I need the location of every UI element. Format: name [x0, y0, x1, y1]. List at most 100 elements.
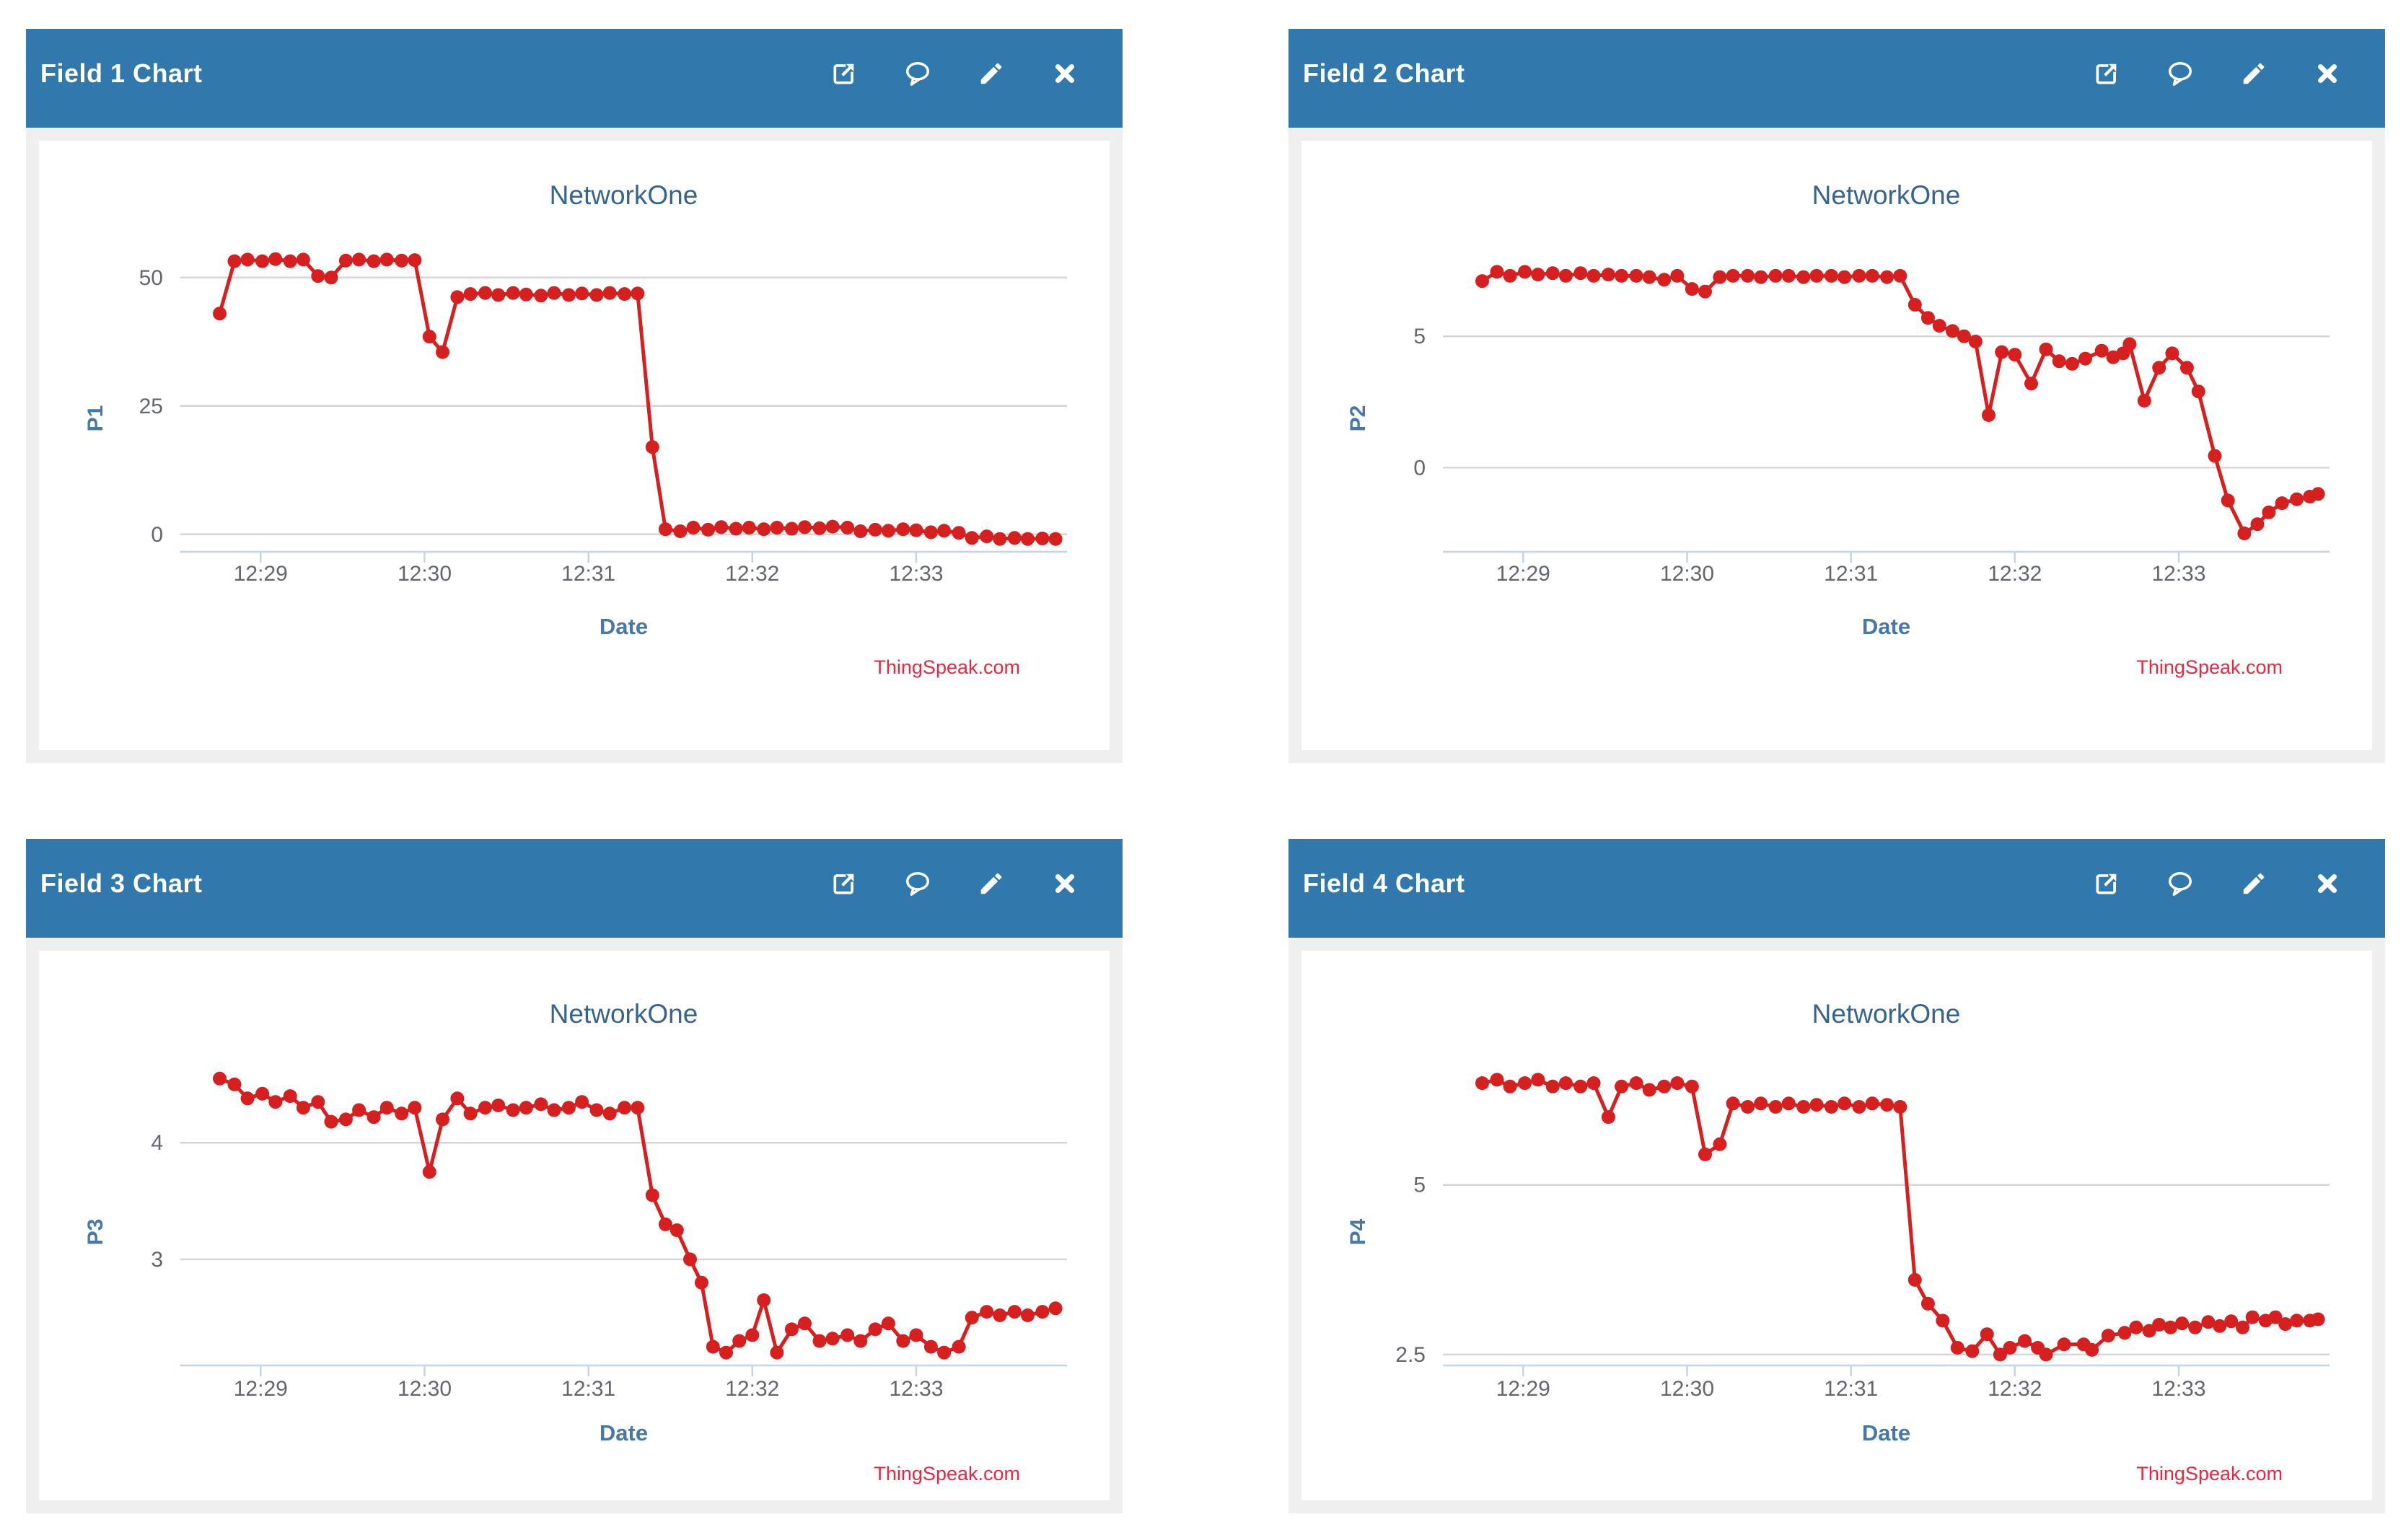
data-point[interactable]	[1558, 268, 1573, 283]
data-point[interactable]	[742, 521, 756, 534]
data-point[interactable]	[909, 523, 923, 537]
data-point[interactable]	[240, 252, 255, 267]
data-point[interactable]	[719, 1345, 733, 1360]
data-point[interactable]	[589, 288, 604, 302]
data-point[interactable]	[2152, 361, 2166, 375]
data-point[interactable]	[1021, 1308, 1035, 1322]
comment-icon[interactable]	[903, 59, 932, 88]
data-point[interactable]	[1754, 1096, 1768, 1111]
data-point[interactable]	[965, 531, 979, 545]
data-point[interactable]	[478, 1101, 492, 1115]
data-point[interactable]	[1768, 268, 1783, 283]
data-point[interactable]	[1670, 268, 1685, 283]
edit-icon[interactable]	[977, 59, 1006, 88]
data-point[interactable]	[1781, 1096, 1796, 1111]
data-point[interactable]	[1880, 1098, 1894, 1112]
data-point[interactable]	[2221, 493, 2235, 508]
data-point[interactable]	[2085, 1342, 2099, 1357]
data-point[interactable]	[491, 1099, 506, 1112]
data-point[interactable]	[436, 1112, 449, 1127]
data-point[interactable]	[1615, 1079, 1629, 1094]
data-point[interactable]	[1518, 265, 1532, 279]
data-point[interactable]	[2268, 1310, 2283, 1324]
data-point[interactable]	[645, 1188, 659, 1202]
data-point[interactable]	[2175, 1316, 2189, 1331]
data-point[interactable]	[2101, 1329, 2115, 1343]
data-point[interactable]	[1907, 298, 1922, 312]
data-point[interactable]	[757, 522, 771, 537]
data-point[interactable]	[311, 1095, 325, 1109]
data-point[interactable]	[2024, 377, 2038, 391]
data-point[interactable]	[729, 522, 743, 536]
data-point[interactable]	[686, 521, 701, 534]
data-point[interactable]	[1920, 311, 1935, 325]
field1-line-chart[interactable]: NetworkOne 0 25 50 12:29 12:30 12:31 12:32 12:33…	[39, 141, 1110, 750]
data-point[interactable]	[1741, 1100, 1755, 1114]
data-point[interactable]	[2188, 1320, 2203, 1334]
data-point[interactable]	[2236, 1320, 2250, 1334]
field2-line-chart[interactable]: NetworkOne 0 5 12:29 12:30 12:31 12:32 12:33 P2 D…	[1301, 141, 2372, 750]
data-point[interactable]	[1518, 1076, 1532, 1091]
data-point[interactable]	[645, 440, 659, 454]
data-point[interactable]	[825, 1332, 840, 1346]
data-point[interactable]	[1573, 1079, 1588, 1094]
data-point[interactable]	[732, 1334, 747, 1348]
data-point[interactable]	[694, 1275, 708, 1290]
data-point[interactable]	[2039, 1347, 2053, 1362]
data-point[interactable]	[896, 522, 910, 537]
data-point[interactable]	[602, 286, 617, 300]
data-point[interactable]	[896, 1334, 910, 1348]
data-point[interactable]	[534, 1097, 548, 1112]
data-point[interactable]	[1809, 268, 1824, 283]
data-point[interactable]	[1920, 1296, 1935, 1311]
data-point[interactable]	[547, 286, 561, 300]
data-point[interactable]	[1968, 335, 1983, 348]
data-point[interactable]	[631, 286, 645, 301]
data-point[interactable]	[840, 521, 855, 534]
data-point[interactable]	[1965, 1344, 1980, 1358]
data-point[interactable]	[1838, 1096, 1852, 1111]
data-point[interactable]	[255, 1086, 270, 1101]
data-point[interactable]	[1982, 408, 1996, 422]
close-icon[interactable]	[1050, 869, 1079, 898]
data-point[interactable]	[1629, 268, 1643, 283]
data-point[interactable]	[1741, 268, 1755, 283]
data-point[interactable]	[422, 330, 436, 344]
data-point[interactable]	[1601, 268, 1615, 282]
data-point[interactable]	[1503, 1079, 1517, 1094]
data-point[interactable]	[1490, 265, 1504, 279]
data-point[interactable]	[2213, 1319, 2227, 1333]
data-point[interactable]	[1657, 273, 1672, 287]
comment-icon[interactable]	[2166, 869, 2195, 898]
data-point[interactable]	[1838, 270, 1852, 284]
data-point[interactable]	[1007, 1305, 1022, 1319]
data-point[interactable]	[1573, 266, 1588, 281]
data-point[interactable]	[2311, 1312, 2325, 1326]
data-point[interactable]	[463, 287, 478, 302]
data-point[interactable]	[868, 1322, 882, 1337]
data-point[interactable]	[1726, 268, 1740, 283]
edit-icon[interactable]	[2239, 59, 2268, 88]
data-point[interactable]	[1642, 1083, 1656, 1097]
data-point[interactable]	[2129, 1320, 2143, 1334]
thingspeak-credits-link[interactable]: ThingSpeak.com	[2136, 1463, 2283, 1484]
data-point[interactable]	[1852, 268, 1866, 283]
data-point[interactable]	[575, 1095, 589, 1109]
data-point[interactable]	[213, 1071, 227, 1086]
data-point[interactable]	[840, 1328, 855, 1342]
close-icon[interactable]	[2313, 59, 2342, 88]
data-point[interactable]	[825, 519, 840, 534]
data-point[interactable]	[366, 254, 381, 268]
data-point[interactable]	[1475, 274, 1489, 289]
data-point[interactable]	[324, 1114, 338, 1129]
data-point[interactable]	[1586, 1076, 1601, 1091]
data-point[interactable]	[1980, 1327, 1994, 1342]
close-icon[interactable]	[1050, 59, 1079, 88]
data-point[interactable]	[1932, 319, 1946, 333]
data-point[interactable]	[2224, 1314, 2239, 1329]
data-point[interactable]	[2078, 351, 2092, 366]
data-point[interactable]	[422, 1165, 436, 1179]
data-point[interactable]	[1893, 268, 1907, 283]
data-point[interactable]	[296, 252, 310, 267]
data-point[interactable]	[1601, 1110, 1615, 1125]
